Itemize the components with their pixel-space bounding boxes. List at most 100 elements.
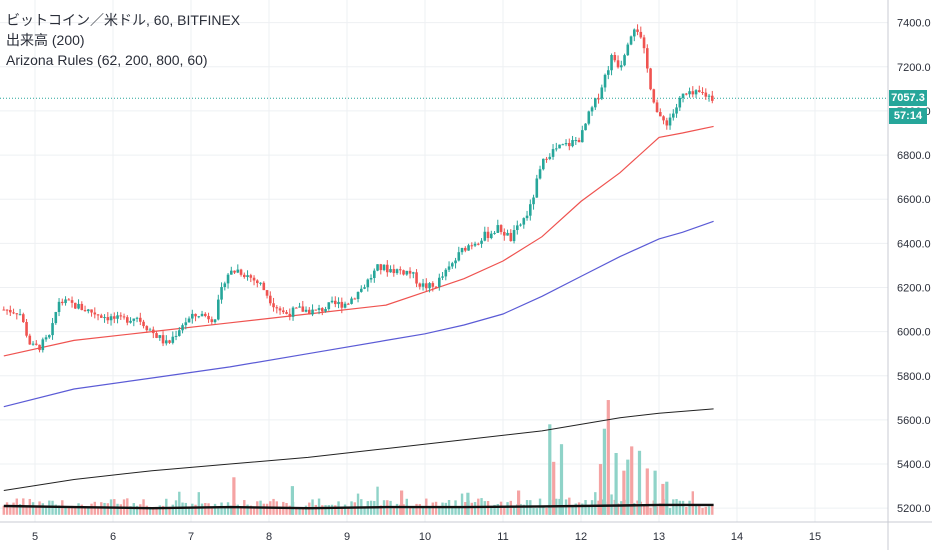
volume-bar — [685, 506, 688, 515]
candle-body — [259, 282, 262, 284]
candle-body — [587, 111, 591, 124]
candle-body — [337, 301, 340, 305]
candle-body — [434, 286, 438, 288]
volume-bar — [135, 505, 139, 515]
volume-bar — [532, 508, 535, 515]
candle-body — [584, 123, 587, 131]
indicator-lines — [0, 97, 888, 510]
volume-spike — [606, 400, 610, 515]
legend-symbol[interactable]: ビットコイン／米ドル, 60, BITFINEX — [6, 12, 241, 28]
x-tick-label: 15 — [809, 531, 821, 543]
volume-spike — [552, 461, 556, 515]
candle-body — [145, 326, 149, 331]
volume-bar — [464, 502, 467, 515]
candle-body — [382, 264, 386, 271]
candle-body — [90, 309, 93, 313]
legend-volume[interactable]: 出来高 (200) — [6, 32, 85, 48]
volume-bar — [161, 505, 165, 515]
candle-body — [558, 144, 561, 149]
candle-body — [451, 263, 454, 267]
volume-bar — [31, 502, 35, 515]
candle-body — [340, 301, 344, 308]
volume-bar — [376, 486, 379, 515]
volume-spike — [645, 468, 649, 515]
volume-bar — [106, 503, 109, 515]
volume-spike — [290, 486, 294, 515]
candle-body — [93, 312, 97, 315]
volume-bar — [659, 503, 662, 515]
candle-body — [623, 55, 626, 66]
volume-bar — [334, 505, 337, 515]
candle-body — [200, 313, 204, 317]
candle-body — [356, 291, 360, 299]
candle-body — [122, 316, 126, 318]
volume-bar — [512, 507, 516, 515]
candle-body — [649, 68, 652, 90]
candle-body — [314, 309, 318, 311]
volume-bar — [67, 506, 70, 515]
legend-indicator[interactable]: Arizona Rules (62, 200, 800, 60) — [6, 52, 208, 68]
candle-body — [545, 158, 548, 160]
candle-body — [655, 102, 659, 113]
volume-bar — [499, 501, 503, 515]
candle-body — [493, 232, 496, 234]
volume-bar — [408, 506, 412, 515]
volume-bar — [574, 503, 577, 515]
volume-bar — [304, 505, 308, 515]
candle-body — [418, 283, 422, 287]
volume-bar — [688, 500, 691, 515]
y-tick-label: 5400.0 — [897, 459, 931, 471]
volume-bar — [649, 507, 652, 515]
candle-body — [12, 312, 15, 314]
volume-bar — [249, 505, 252, 515]
volume-bar — [145, 505, 148, 515]
y-tick-label: 6800.0 — [897, 150, 931, 162]
volume-bar — [581, 503, 584, 515]
candle-body — [568, 143, 571, 147]
candle-body — [48, 335, 51, 338]
candle-body — [467, 245, 470, 251]
candle-body — [652, 89, 656, 103]
volume-spike — [517, 490, 521, 515]
candle-body — [464, 247, 467, 251]
candle-body — [272, 303, 275, 308]
candle-body — [100, 315, 103, 318]
candle-body — [87, 309, 90, 312]
y-tick-label: 7200.0 — [897, 62, 931, 74]
candle-body — [571, 140, 574, 147]
candle-body — [139, 317, 142, 322]
candle-body — [291, 307, 295, 317]
volume-spike — [548, 424, 552, 515]
candle-body — [665, 120, 669, 126]
candle-body — [477, 243, 480, 245]
volume-bar — [577, 502, 581, 515]
candle-body — [360, 288, 363, 292]
candle-body — [327, 302, 331, 310]
candle-body — [704, 92, 708, 97]
volume-bar — [694, 505, 698, 515]
candle-body — [15, 313, 19, 315]
volume-bar — [597, 500, 600, 515]
volume-bar — [672, 499, 675, 515]
candle-body — [636, 29, 639, 32]
candle-body — [447, 266, 451, 270]
candle-body — [678, 97, 682, 108]
volume-bar — [191, 503, 194, 515]
volume-bar — [165, 498, 168, 515]
x-tick-label: 7 — [188, 531, 194, 543]
volume-bar — [438, 506, 441, 515]
volume-bar — [451, 506, 454, 515]
candle-body — [594, 98, 597, 108]
candle-body — [405, 270, 409, 275]
candle-body — [629, 36, 633, 45]
candle-body — [181, 325, 184, 331]
candle-body — [132, 318, 136, 321]
candle-body — [698, 90, 701, 93]
candle-body — [194, 313, 197, 317]
candle-body — [577, 140, 581, 143]
volume-bar — [262, 503, 265, 515]
volume-spike — [622, 470, 626, 515]
candle-body — [480, 240, 483, 244]
last-price-badge: 7057.3 — [889, 90, 927, 107]
